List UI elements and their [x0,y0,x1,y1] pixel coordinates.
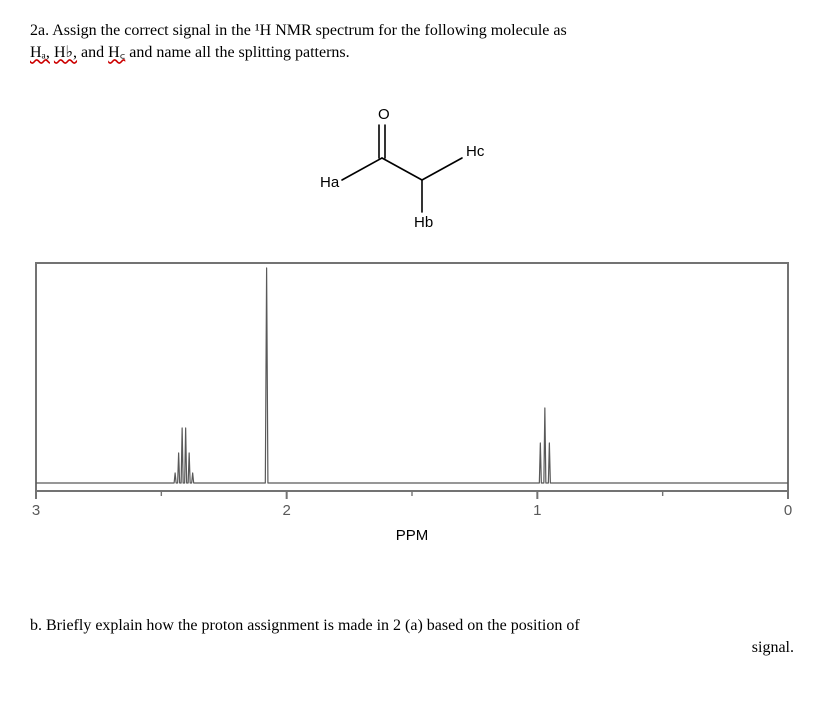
qa-hb: H♭, [54,44,77,61]
question-2b-text: b. Briefly explain how the proton assign… [30,615,794,660]
nmr-spectrum: 3 2 1 0 PPM [32,255,792,555]
label-Hb: Hb [414,214,433,231]
axis-tick-label: 3 [32,502,40,519]
qb-line2: signal. [30,637,794,659]
molecule-svg: O Ha Hb Hc [302,105,522,235]
label-Hc: Hc [466,143,485,160]
axis-tick-label: 2 [282,502,290,519]
qb-line1: b. Briefly explain how the proton assign… [30,617,580,634]
label-O: O [378,106,390,123]
qa-hc: H꜀ [108,44,125,61]
qa-and: and [77,44,108,61]
qa-suffix: and name all the splitting patterns. [125,44,349,61]
molecule-structure: O Ha Hb Hc [302,105,522,235]
qa-prefix: 2a. Assign the correct signal in the [30,22,255,39]
qa-ha: Hₐ, [30,44,50,61]
qa-nmr: ¹H NMR [255,22,312,39]
qa-mid: spectrum for the following molecule as [312,22,567,39]
ppm-axis-label: PPM [32,527,792,544]
question-2a-text: 2a. Assign the correct signal in the ¹H … [30,20,794,65]
label-Ha: Ha [320,174,340,191]
spectrum-svg: 3 2 1 0 [32,255,792,525]
axis-tick-label: 1 [533,502,541,519]
axis-tick-label: 0 [784,502,792,519]
